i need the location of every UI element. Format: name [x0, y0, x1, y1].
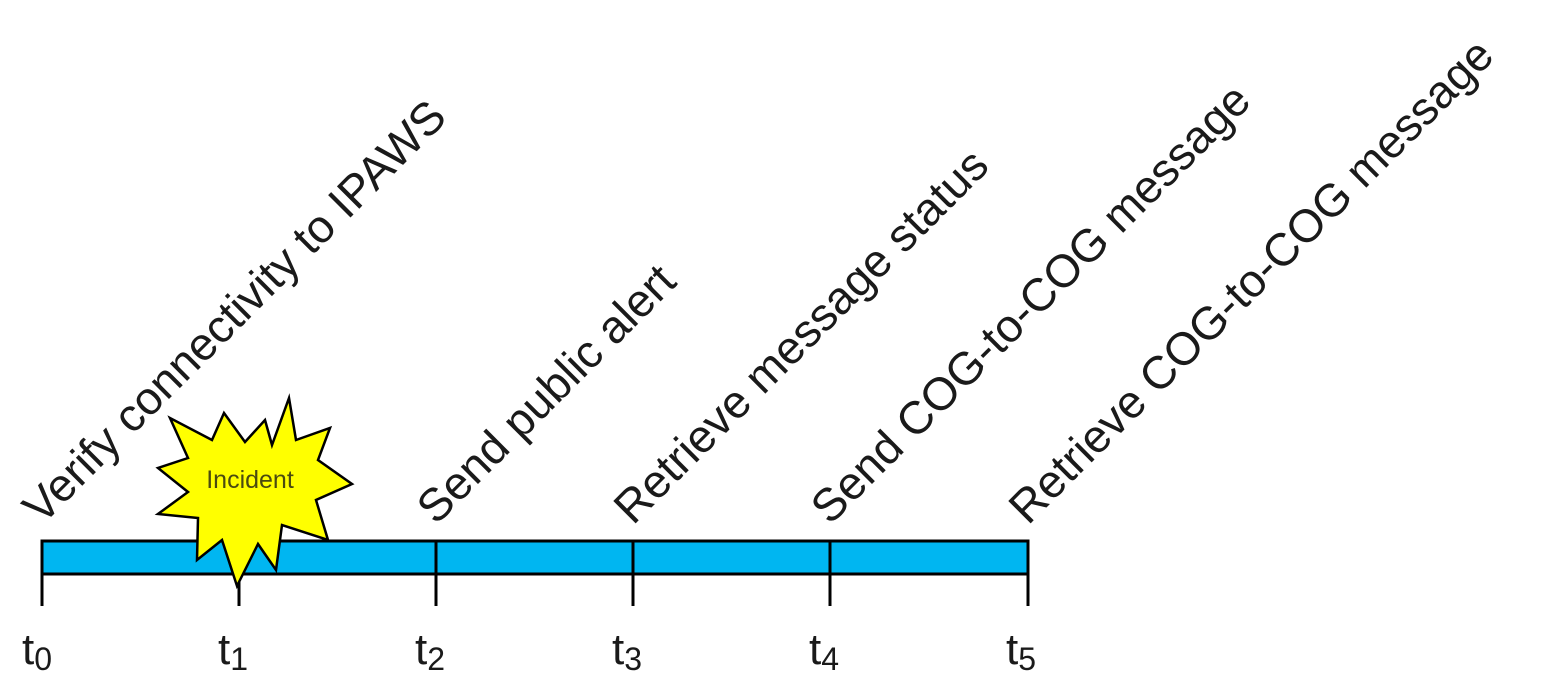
tick-label-t4: t4 [809, 625, 839, 673]
tick-label-group: t0 t1 t2 t3 t4 t5 [22, 625, 1036, 673]
tick-label-t2: t2 [415, 625, 445, 673]
timeline-tick-marks [40, 574, 1030, 606]
timeline-bar [40, 539, 1030, 576]
event-label-retrieve-message-status: Retrieve message status [603, 138, 998, 533]
tick-label-t3: t3 [612, 625, 642, 673]
incident-starburst-icon [154, 393, 355, 590]
tick-label-t0: t0 [22, 625, 52, 673]
incident-label: Incident [206, 466, 294, 494]
tick-label-t1: t1 [218, 625, 248, 673]
incident-marker: Incident [154, 393, 355, 590]
tick-label-t5: t5 [1006, 625, 1036, 673]
